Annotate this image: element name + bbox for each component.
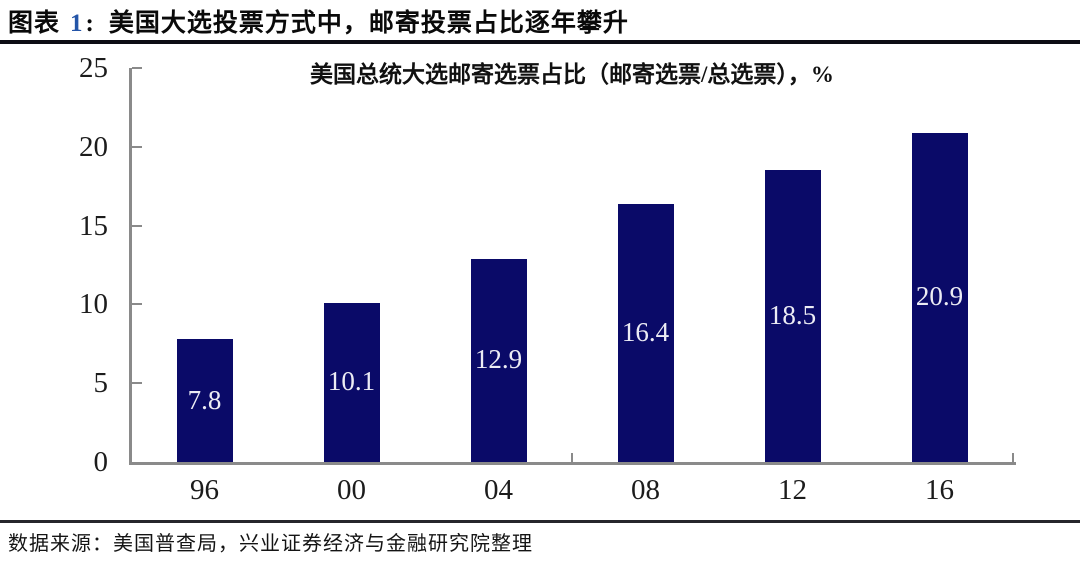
- y-axis-tick-label: 15: [79, 209, 108, 242]
- y-axis-tick-label: 25: [79, 52, 108, 84]
- x-axis-tick-label: 04: [484, 474, 513, 506]
- y-axis-tick-mark: [132, 145, 142, 148]
- y-axis-tick-mark: [132, 303, 142, 306]
- figure-number: 1: [70, 10, 84, 37]
- y-axis-tick-mark: [132, 382, 142, 385]
- figure-label: 图表: [8, 10, 61, 37]
- bar: [617, 203, 674, 462]
- figure-colon: :: [85, 10, 95, 37]
- x-axis-tick-label: 12: [778, 474, 807, 506]
- bar-value-label: 10.1: [327, 366, 376, 397]
- y-axis-tick-label: 10: [79, 288, 108, 321]
- bar-value-label: 7.8: [187, 384, 222, 415]
- bar-value-label: 20.9: [915, 281, 964, 312]
- y-axis-tick-mark: [132, 67, 142, 69]
- y-axis-tick-label: 0: [93, 446, 109, 478]
- y-axis-tick-label: 20: [79, 130, 108, 163]
- x-axis-tick-label: 08: [631, 474, 660, 506]
- x-axis-tick-mark: [571, 453, 573, 462]
- bar-value-label: 18.5: [768, 300, 817, 331]
- figure-title: 美国大选投票方式中，邮寄投票占比逐年攀升: [108, 10, 629, 37]
- bar: [470, 258, 527, 462]
- bar: [176, 339, 233, 462]
- x-axis-tick-mark: [1012, 453, 1014, 462]
- footer-rule: [0, 520, 1080, 523]
- chart-title: 美国总统大选邮寄选票占比（邮寄选票/总选票），%: [310, 62, 834, 87]
- bar-value-label: 16.4: [621, 316, 670, 347]
- x-axis-tick-label: 96: [190, 474, 219, 506]
- bar-value-label: 12.9: [474, 344, 523, 375]
- bar: [911, 132, 968, 462]
- figure-header: 图表 1: 美国大选投票方式中，邮寄投票占比逐年攀升: [8, 3, 1072, 39]
- header-rule: [0, 40, 1080, 44]
- y-axis-tick-label: 5: [93, 367, 109, 400]
- bar: [764, 170, 821, 462]
- x-axis-line: [129, 462, 1016, 465]
- source-note: 数据来源：美国普查局，兴业证券经济与金融研究院整理: [8, 533, 533, 555]
- y-axis-tick-mark: [132, 224, 142, 227]
- x-axis-tick-label: 00: [337, 474, 366, 506]
- bar: [323, 302, 380, 462]
- y-axis-line: [129, 68, 132, 465]
- x-axis-tick-label: 16: [925, 474, 954, 506]
